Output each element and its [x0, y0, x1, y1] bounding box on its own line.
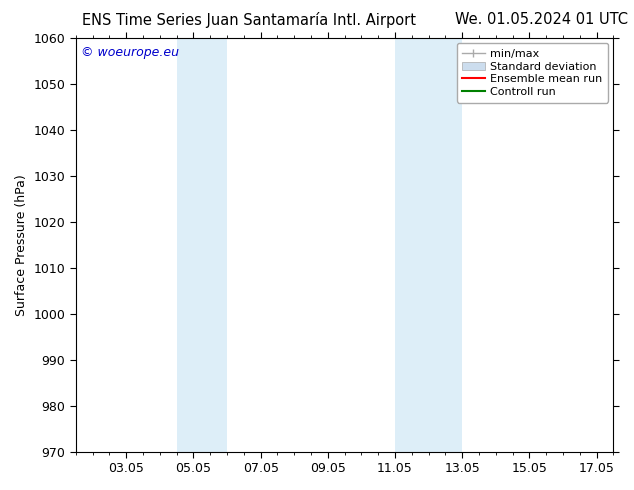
Bar [177, 38, 227, 452]
Y-axis label: Surface Pressure (hPa): Surface Pressure (hPa) [15, 174, 28, 316]
Legend: min/max, Standard deviation, Ensemble mean run, Controll run: min/max, Standard deviation, Ensemble me… [456, 43, 608, 103]
Text: We. 01.05.2024 01 UTC: We. 01.05.2024 01 UTC [455, 12, 628, 27]
Text: © woeurope.eu: © woeurope.eu [81, 46, 179, 59]
Bar [395, 38, 462, 452]
Text: ENS Time Series Juan Santamaría Intl. Airport: ENS Time Series Juan Santamaría Intl. Ai… [82, 12, 417, 28]
